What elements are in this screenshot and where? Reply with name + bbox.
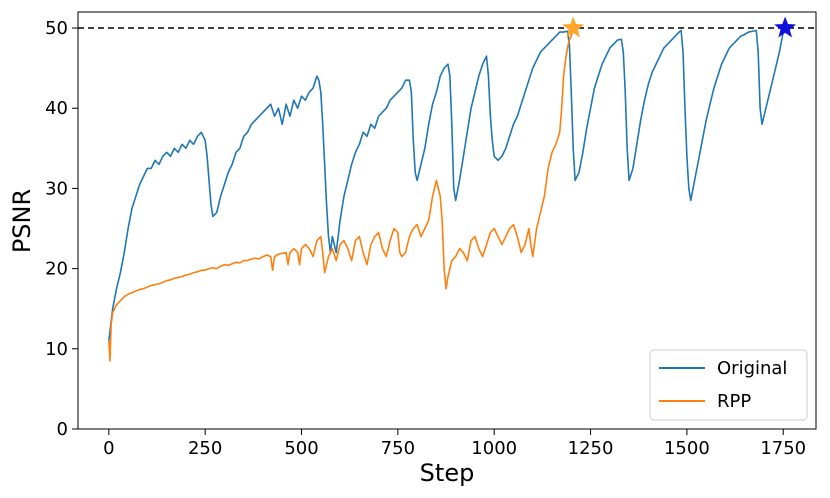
legend-label-original: Original bbox=[717, 358, 787, 379]
legend-label-rpp: RPP bbox=[717, 391, 751, 412]
x-tick-label: 250 bbox=[188, 438, 222, 459]
y-axis: 0 10 20 30 40 50 bbox=[45, 18, 78, 440]
x-tick-label: 500 bbox=[284, 438, 318, 459]
series-line-rpp bbox=[108, 27, 574, 362]
y-tick-label: 20 bbox=[45, 259, 68, 280]
plot-area bbox=[78, 16, 816, 362]
x-axis: 0 250 500 750 1000 1250 1500 1750 bbox=[103, 429, 806, 459]
x-tick-label: 1500 bbox=[664, 438, 710, 459]
legend: Original RPP bbox=[649, 349, 808, 421]
y-tick-label: 40 bbox=[45, 98, 68, 119]
axes-frame bbox=[77, 11, 817, 430]
y-tick-label: 30 bbox=[45, 178, 68, 199]
star-marker-rpp bbox=[562, 16, 585, 38]
y-tick-label: 10 bbox=[45, 339, 68, 360]
x-tick-label: 0 bbox=[103, 438, 114, 459]
y-axis-label: PSNR bbox=[8, 189, 36, 253]
series-line-original bbox=[108, 27, 786, 341]
x-tick-label: 1250 bbox=[568, 438, 614, 459]
y-tick-label: 50 bbox=[45, 18, 68, 39]
x-tick-label: 750 bbox=[381, 438, 415, 459]
y-tick-label: 0 bbox=[57, 419, 68, 440]
star-marker-original bbox=[774, 16, 797, 38]
x-axis-label: Step bbox=[420, 459, 475, 487]
x-tick-label: 1000 bbox=[471, 438, 517, 459]
x-tick-label: 1750 bbox=[760, 438, 806, 459]
